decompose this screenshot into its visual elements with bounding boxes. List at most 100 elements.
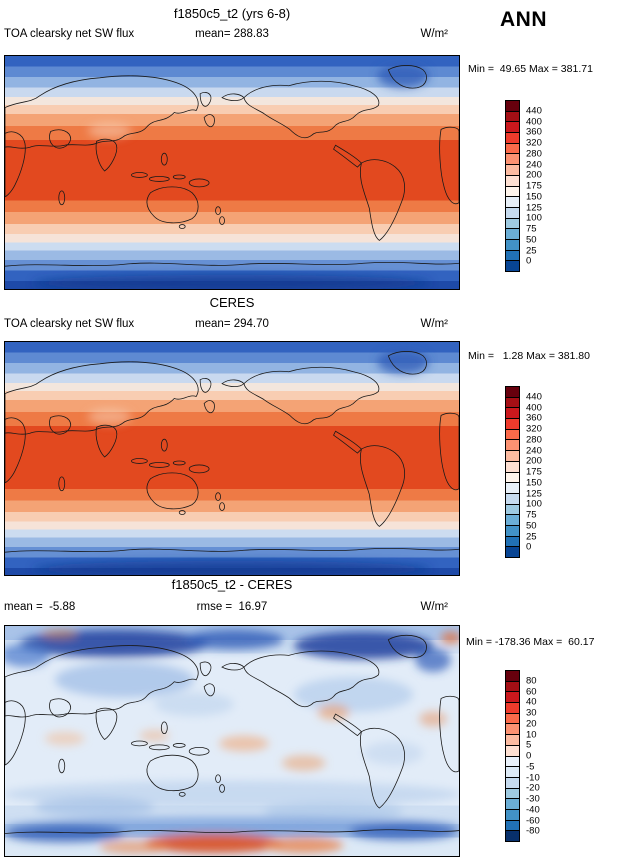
map-diff xyxy=(4,625,460,857)
colorbar-segment xyxy=(505,218,520,230)
colorbar-segment xyxy=(505,536,520,548)
colorbar-tick-label: 10 xyxy=(526,728,537,740)
colorbar-segment xyxy=(505,261,520,272)
colorbar-segment xyxy=(505,100,520,112)
colorbar-tick-label: 0 xyxy=(526,750,532,762)
colorbar-tick-label: 280 xyxy=(526,434,542,445)
colorbar-tick-label: 60 xyxy=(526,685,537,697)
colorbar-segment xyxy=(505,745,520,757)
colorbar-segment xyxy=(505,472,520,484)
colorbar-segment xyxy=(505,239,520,251)
colorbar-segment xyxy=(505,461,520,473)
colorbar-tick-label: -60 xyxy=(526,814,540,826)
colorbar-tick-label: 175 xyxy=(526,466,542,478)
panel3-rmse-label: rmse = 16.97 xyxy=(196,601,268,613)
colorbar-tick-label: 150 xyxy=(526,477,542,488)
panel2-variable-label: TOA clearsky net SW flux xyxy=(4,318,135,330)
colorbar-tick-label: 75 xyxy=(526,223,537,235)
colorbar-tick-label: 440 xyxy=(526,391,542,402)
panel1-variable-label: TOA clearsky net SW flux xyxy=(4,28,135,40)
colorbar-tick-label: 400 xyxy=(526,115,542,127)
colorbar-segment xyxy=(505,143,520,155)
panel2-mean-label: mean= 294.70 xyxy=(195,318,269,330)
colorbar-segment xyxy=(505,483,520,494)
colorbar-tick-label: 200 xyxy=(526,455,542,467)
colorbar-segment xyxy=(505,756,520,768)
colorbar-obs: 440 400 360 320 280 240 200 175 150 125 100 75 50 25 0 xyxy=(505,386,542,558)
colorbar-tick-label: 30 xyxy=(526,707,537,719)
colorbar-tick-label: 40 xyxy=(526,696,537,708)
colorbar-tick-label: 80 xyxy=(526,675,537,686)
map-obs-overlay xyxy=(5,342,459,575)
panel3-mean-label: mean = -5.88 xyxy=(4,601,76,613)
panel1-minmax: Min = 49.65 Max = 381.71 xyxy=(468,63,593,75)
panel3-minmax: Min = -178.36 Max = 60.17 xyxy=(466,636,595,648)
colorbar-segment xyxy=(505,820,520,832)
colorbar-segment xyxy=(505,831,520,842)
colorbar-segment xyxy=(505,504,520,516)
colorbar-segment xyxy=(505,440,520,452)
colorbar-tick-label: 20 xyxy=(526,718,537,729)
colorbar-tick-label: 100 xyxy=(526,212,542,224)
colorbar-tick-label: 75 xyxy=(526,509,537,521)
colorbar-segment xyxy=(505,408,520,420)
colorbar-tick-label: 100 xyxy=(526,498,542,510)
colorbar-segment xyxy=(505,670,520,682)
colorbar-tick-label: 240 xyxy=(526,158,542,170)
colorbar-tick-label: -80 xyxy=(526,825,540,837)
colorbar-tick-label: 200 xyxy=(526,169,542,181)
colorbar-segment xyxy=(505,397,520,409)
colorbar-diff: 80 60 40 30 20 10 5 0 -5 -10 -20 -30 -40 -60 -80 xyxy=(505,670,540,842)
colorbar-segment xyxy=(505,133,520,144)
colorbar-segment xyxy=(505,451,520,462)
colorbar-segment xyxy=(505,724,520,736)
colorbar-segment xyxy=(505,419,520,430)
colorbar-segment xyxy=(505,525,520,537)
season-label: ANN xyxy=(500,8,547,31)
colorbar-segment xyxy=(505,229,520,240)
panel3-title: f1850c5_t2 - CERES xyxy=(171,577,293,592)
colorbar-tick-label: -30 xyxy=(526,793,540,805)
colorbar-segment xyxy=(505,547,520,558)
colorbar-model: 440 400 360 320 280 240 200 175 150 125 100 75 50 25 0 xyxy=(505,100,542,272)
colorbar-tick-label: 125 xyxy=(526,201,542,213)
colorbar-tick-label: 280 xyxy=(526,148,542,159)
colorbar-segment xyxy=(505,777,520,789)
panel2-title: CERES xyxy=(209,295,255,310)
colorbar-tick-label: -5 xyxy=(526,761,535,772)
colorbar-tick-label: 320 xyxy=(526,137,542,149)
colorbar-tick-label: 320 xyxy=(526,423,542,435)
colorbar-tick-label: 50 xyxy=(526,234,537,245)
map-obs xyxy=(4,341,460,576)
colorbar-tick-label: 5 xyxy=(526,739,532,751)
colorbar-segment xyxy=(505,809,520,821)
colorbar-segment xyxy=(505,154,520,166)
colorbar-segment xyxy=(505,207,520,219)
colorbar-tick-label: 175 xyxy=(526,180,542,192)
colorbar-tick-label: 50 xyxy=(526,520,537,531)
colorbar-tick-label: -10 xyxy=(526,771,540,783)
colorbar-segment xyxy=(505,186,520,198)
colorbar-segment xyxy=(505,703,520,714)
colorbar-segment xyxy=(505,735,520,746)
colorbar-tick-label: 440 xyxy=(526,105,542,116)
panel2-minmax: Min = 1.28 Max = 381.80 xyxy=(468,350,590,362)
panel1-title: f1850c5_t2 (yrs 6-8) xyxy=(173,6,291,21)
colorbar-segment xyxy=(505,515,520,526)
colorbar-segment xyxy=(505,111,520,123)
colorbar-segment xyxy=(505,799,520,810)
colorbar-tick-label: -40 xyxy=(526,804,540,815)
colorbar-segment xyxy=(505,175,520,187)
colorbar-tick-label: -20 xyxy=(526,782,540,794)
colorbar-segment xyxy=(505,692,520,704)
colorbar-tick-label: 400 xyxy=(526,401,542,413)
colorbar-tick-label: 360 xyxy=(526,412,542,424)
colorbar-segment xyxy=(505,197,520,208)
map-model-overlay xyxy=(5,56,459,289)
colorbar-segment xyxy=(505,713,520,725)
colorbar-tick-label: 150 xyxy=(526,191,542,202)
colorbar-segment xyxy=(505,788,520,800)
panel3-units-label: W/m² xyxy=(420,601,448,613)
colorbar-segment xyxy=(505,386,520,398)
panel1-units-label: W/m² xyxy=(420,28,448,40)
